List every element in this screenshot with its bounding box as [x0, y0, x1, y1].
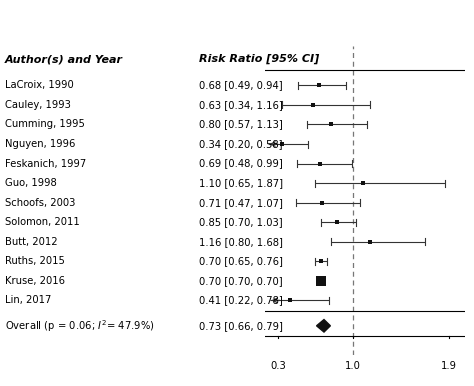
Text: Lin, 2017: Lin, 2017 — [5, 295, 51, 305]
Text: Overall (p = 0.06; $\mathit{I}^2$= 47.9%): Overall (p = 0.06; $\mathit{I}^2$= 47.9%… — [5, 318, 155, 334]
Text: 0.41 [0.22, 0.78]: 0.41 [0.22, 0.78] — [199, 295, 283, 305]
Text: 0.73 [0.66, 0.79]: 0.73 [0.66, 0.79] — [199, 321, 283, 331]
Text: 0.71 [0.47, 1.07]: 0.71 [0.47, 1.07] — [199, 198, 283, 208]
Text: Risk Ratio [95% CI]: Risk Ratio [95% CI] — [199, 54, 319, 64]
Text: Kruse, 2016: Kruse, 2016 — [5, 276, 65, 286]
Text: 0.34 [0.20, 0.58]: 0.34 [0.20, 0.58] — [199, 139, 283, 149]
Text: Ruths, 2015: Ruths, 2015 — [5, 256, 64, 266]
Text: 0.69 [0.48, 0.99]: 0.69 [0.48, 0.99] — [199, 159, 283, 169]
Text: Feskanich, 1997: Feskanich, 1997 — [5, 159, 86, 169]
Text: 0.70 [0.65, 0.76]: 0.70 [0.65, 0.76] — [199, 256, 283, 266]
Text: Nguyen, 1996: Nguyen, 1996 — [5, 139, 75, 149]
Text: 1.16 [0.80, 1.68]: 1.16 [0.80, 1.68] — [199, 237, 283, 247]
Text: Butt, 2012: Butt, 2012 — [5, 237, 57, 247]
Text: Cauley, 1993: Cauley, 1993 — [5, 100, 71, 110]
Text: Guo, 1998: Guo, 1998 — [5, 178, 56, 188]
Text: 1.10 [0.65, 1.87]: 1.10 [0.65, 1.87] — [199, 178, 283, 188]
Text: 0.63 [0.34, 1.16]: 0.63 [0.34, 1.16] — [199, 100, 283, 110]
Text: Schoofs, 2003: Schoofs, 2003 — [5, 198, 75, 208]
Text: 0.85 [0.70, 1.03]: 0.85 [0.70, 1.03] — [199, 217, 283, 227]
Polygon shape — [317, 320, 330, 332]
Text: 0.68 [0.49, 0.94]: 0.68 [0.49, 0.94] — [199, 80, 283, 90]
Text: LaCroix, 1990: LaCroix, 1990 — [5, 80, 73, 90]
Text: 0.80 [0.57, 1.13]: 0.80 [0.57, 1.13] — [199, 120, 283, 129]
Text: Solomon, 2011: Solomon, 2011 — [5, 217, 80, 227]
Text: Cumming, 1995: Cumming, 1995 — [5, 120, 85, 129]
Text: 0.70 [0.70, 0.70]: 0.70 [0.70, 0.70] — [199, 276, 283, 286]
Text: Author(s) and Year: Author(s) and Year — [5, 54, 123, 64]
